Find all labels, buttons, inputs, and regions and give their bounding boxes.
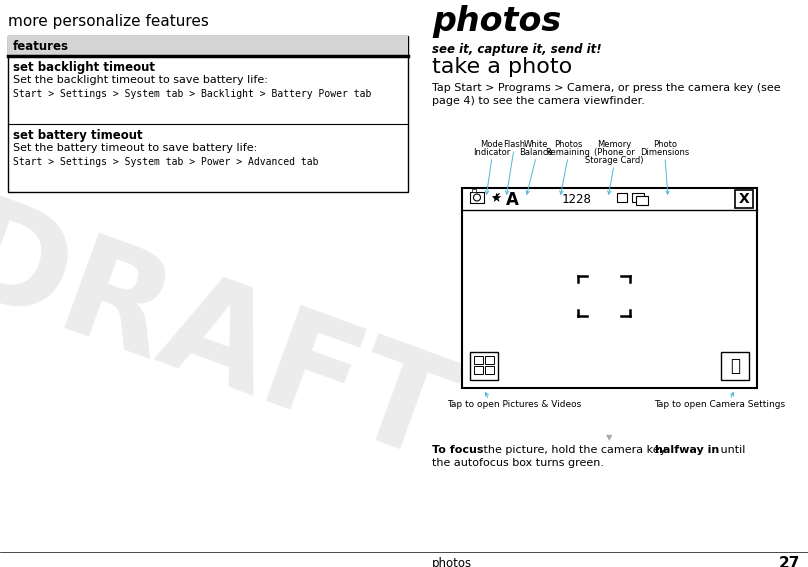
Text: Set the battery timeout to save battery life:: Set the battery timeout to save battery … — [13, 143, 257, 153]
Text: Tap Start > Programs > Camera, or press the camera key (see: Tap Start > Programs > Camera, or press … — [432, 83, 781, 93]
Bar — [485, 356, 494, 364]
Text: ⛯: ⛯ — [730, 357, 740, 375]
Text: 27: 27 — [779, 556, 800, 567]
Text: halfway in: halfway in — [655, 445, 719, 455]
Text: Balance: Balance — [519, 148, 553, 157]
Text: Memory: Memory — [597, 140, 631, 149]
Text: Remaining: Remaining — [545, 148, 591, 157]
Text: page 4) to see the camera viewfinder.: page 4) to see the camera viewfinder. — [432, 96, 645, 106]
Text: Dimensions: Dimensions — [641, 148, 689, 157]
Bar — [632, 193, 644, 202]
Text: Flash: Flash — [503, 140, 525, 149]
Text: A: A — [506, 191, 519, 209]
Text: more personalize features: more personalize features — [8, 14, 209, 29]
Bar — [470, 352, 498, 380]
Text: Indicator: Indicator — [473, 148, 511, 157]
Bar — [462, 188, 757, 388]
Bar — [636, 196, 648, 205]
Text: photos: photos — [432, 5, 562, 38]
Bar — [474, 356, 483, 364]
Text: Tap to open Camera Settings: Tap to open Camera Settings — [654, 400, 785, 409]
Bar — [470, 192, 484, 203]
Text: DRAFT: DRAFT — [0, 188, 467, 492]
Text: the autofocus box turns green.: the autofocus box turns green. — [432, 458, 604, 468]
Text: features: features — [13, 40, 69, 53]
Text: ✔: ✔ — [491, 192, 501, 202]
Bar — [485, 366, 494, 374]
Text: Start > Settings > System tab > Backlight > Battery Power tab: Start > Settings > System tab > Backligh… — [13, 89, 372, 99]
Bar — [8, 36, 408, 56]
Text: Photos: Photos — [553, 140, 583, 149]
Text: Start > Settings > System tab > Power > Advanced tab: Start > Settings > System tab > Power > … — [13, 157, 318, 167]
Text: Mode: Mode — [481, 140, 503, 149]
Text: To focus: To focus — [432, 445, 483, 455]
Text: Set the backlight timeout to save battery life:: Set the backlight timeout to save batter… — [13, 75, 268, 85]
Text: the picture, hold the camera key: the picture, hold the camera key — [480, 445, 670, 455]
Text: until: until — [717, 445, 745, 455]
Text: 1228: 1228 — [562, 193, 592, 206]
Text: photos: photos — [432, 557, 472, 567]
Text: see it, capture it, send it!: see it, capture it, send it! — [432, 43, 602, 56]
Text: take a photo: take a photo — [432, 57, 572, 77]
Bar — [617, 193, 627, 202]
Bar — [472, 189, 476, 192]
Text: (Phone or: (Phone or — [594, 148, 634, 157]
Bar — [474, 366, 483, 374]
Text: ★: ★ — [490, 192, 502, 205]
Text: ▼: ▼ — [606, 433, 612, 442]
Bar — [735, 190, 753, 208]
Text: Storage Card): Storage Card) — [585, 156, 643, 165]
Bar — [721, 352, 749, 380]
Text: set backlight timeout: set backlight timeout — [13, 61, 155, 74]
Text: White: White — [524, 140, 549, 149]
Bar — [8, 36, 408, 192]
Text: X: X — [739, 192, 749, 206]
Text: set battery timeout: set battery timeout — [13, 129, 143, 142]
Text: Photo: Photo — [653, 140, 677, 149]
Text: Tap to open Pictures & Videos: Tap to open Pictures & Videos — [447, 400, 581, 409]
